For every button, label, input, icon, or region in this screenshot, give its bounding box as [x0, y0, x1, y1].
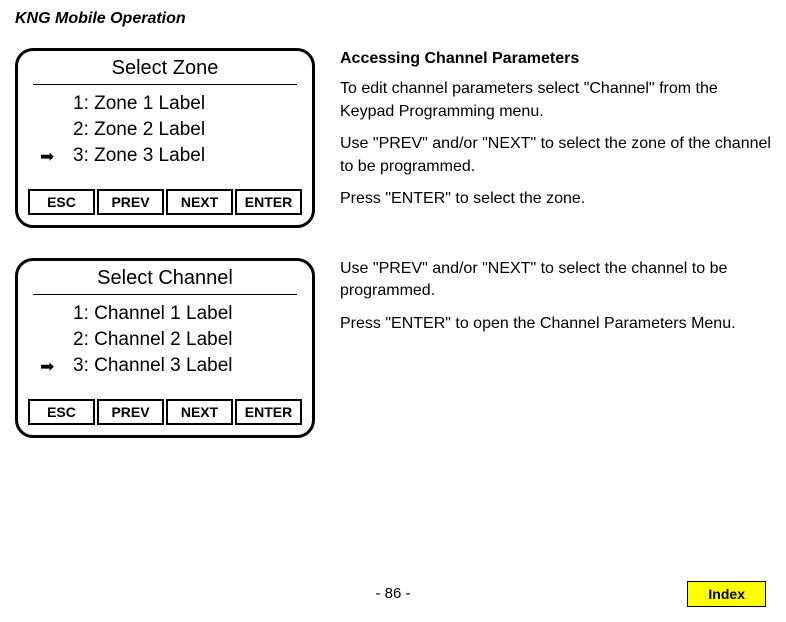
- esc-button[interactable]: ESC: [28, 189, 95, 215]
- paragraph: Press "ENTER" to open the Channel Parame…: [340, 313, 771, 335]
- button-row: ESC PREV NEXT ENTER: [18, 399, 312, 435]
- item-label: 3: Zone 3 Label: [73, 145, 205, 166]
- screen-title: Select Channel: [33, 261, 297, 295]
- channel-list: 1: Channel 1 Label 2: Channel 2 Label ➡ …: [18, 295, 312, 399]
- selection-arrow-icon: ➡: [40, 147, 54, 167]
- enter-button[interactable]: ENTER: [235, 399, 302, 425]
- item-label: 1: Zone 1 Label: [73, 93, 205, 114]
- page-header: KNG Mobile Operation: [15, 10, 771, 28]
- paragraph: Press "ENTER" to select the zone.: [340, 188, 771, 210]
- enter-button[interactable]: ENTER: [235, 189, 302, 215]
- prev-button[interactable]: PREV: [97, 189, 164, 215]
- text-block-1: Accessing Channel Parameters To edit cha…: [340, 48, 771, 228]
- page-number: - 86 -: [375, 585, 410, 602]
- select-channel-screen: Select Channel 1: Channel 1 Label 2: Cha…: [15, 258, 315, 438]
- zone-list: 1: Zone 1 Label 2: Zone 2 Label ➡ 3: Zon…: [18, 85, 312, 189]
- list-item: 1: Channel 1 Label: [18, 301, 312, 327]
- next-button[interactable]: NEXT: [166, 189, 233, 215]
- row-2: Select Channel 1: Channel 1 Label 2: Cha…: [15, 258, 771, 438]
- list-item: 2: Channel 2 Label: [18, 327, 312, 353]
- item-label: 3: Channel 3 Label: [73, 355, 233, 376]
- selection-arrow-icon: ➡: [40, 357, 54, 377]
- item-label: 2: Zone 2 Label: [73, 119, 205, 140]
- list-item: ➡ 3: Channel 3 Label: [18, 353, 312, 379]
- button-row: ESC PREV NEXT ENTER: [18, 189, 312, 225]
- paragraph: Use "PREV" and/or "NEXT" to select the c…: [340, 258, 771, 303]
- list-item: ➡ 3: Zone 3 Label: [18, 143, 312, 169]
- select-zone-screen: Select Zone 1: Zone 1 Label 2: Zone 2 La…: [15, 48, 315, 228]
- paragraph: To edit channel parameters select "Chann…: [340, 78, 771, 123]
- item-label: 2: Channel 2 Label: [73, 329, 233, 350]
- index-button[interactable]: Index: [687, 581, 766, 607]
- text-block-2: Use "PREV" and/or "NEXT" to select the c…: [340, 258, 771, 438]
- screen-title: Select Zone: [33, 51, 297, 85]
- row-1: Select Zone 1: Zone 1 Label 2: Zone 2 La…: [15, 48, 771, 228]
- esc-button[interactable]: ESC: [28, 399, 95, 425]
- list-item: 1: Zone 1 Label: [18, 91, 312, 117]
- paragraph: Use "PREV" and/or "NEXT" to select the z…: [340, 133, 771, 178]
- list-item: 2: Zone 2 Label: [18, 117, 312, 143]
- item-label: 1: Channel 1 Label: [73, 303, 233, 324]
- prev-button[interactable]: PREV: [97, 399, 164, 425]
- next-button[interactable]: NEXT: [166, 399, 233, 425]
- section-heading: Accessing Channel Parameters: [340, 48, 771, 70]
